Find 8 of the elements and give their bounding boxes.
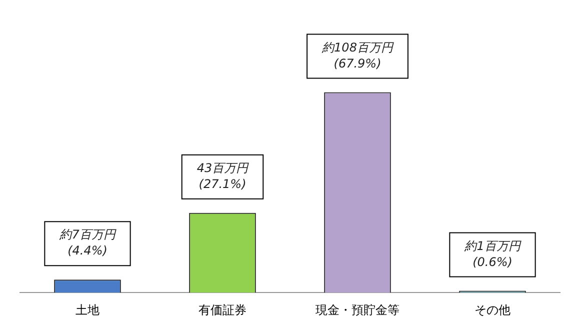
x-tick-label: 現金・預貯金等 [316,302,400,317]
data-label: 43百万円 (27.1%) [196,160,250,191]
x-tick-label: 土地 [76,302,100,317]
data-label: 約1百万円 (0.6%) [464,238,522,269]
x-tick-label: その他 [474,302,510,317]
data-label: 約7百万円 (4.4%) [58,228,116,258]
data-label: 約108百万円 (67.9%) [321,40,394,70]
x-tick-label: 有価証券 [198,302,246,317]
